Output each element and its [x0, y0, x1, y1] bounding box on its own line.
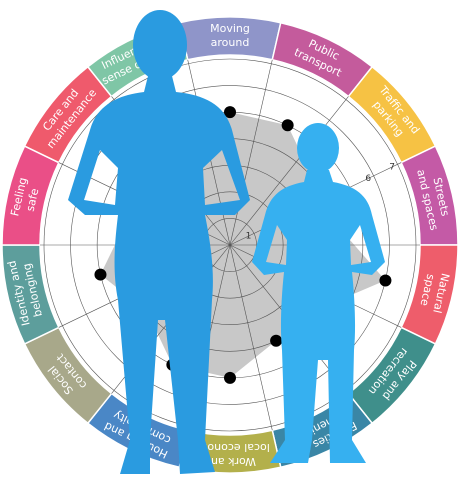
boy-silhouette: [252, 170, 385, 463]
spoke: [229, 59, 273, 246]
r-tick-label: 6: [365, 174, 371, 184]
r-tick-label: 7: [389, 162, 395, 172]
woman-silhouette: [68, 76, 250, 474]
score-dot: [224, 106, 236, 119]
silhouettes: [68, 10, 385, 474]
category-label: Work and: [204, 455, 256, 468]
score-dot: [281, 119, 294, 132]
spoke: [229, 244, 273, 431]
category-label: Moving: [210, 22, 250, 35]
category-label: local economy: [190, 441, 270, 454]
score-dot: [270, 334, 283, 347]
r-tick-label: 1: [246, 232, 252, 242]
spoke: [229, 96, 349, 246]
category-label: around: [211, 36, 250, 49]
score-dot: [224, 371, 236, 384]
category-label: safe: [24, 187, 42, 213]
boy-head: [297, 123, 339, 173]
score-dot: [379, 274, 392, 287]
score-dot: [94, 268, 107, 281]
woman-head: [133, 10, 187, 80]
